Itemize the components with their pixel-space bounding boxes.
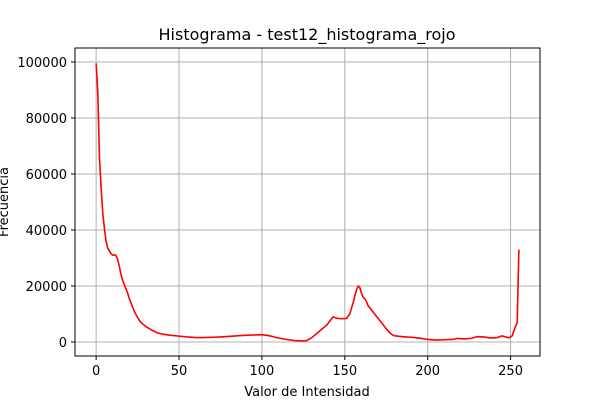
series-layer xyxy=(95,63,520,342)
x-tick-label: 0 xyxy=(92,364,100,379)
y-tick-label: 20000 xyxy=(26,280,67,295)
y-tick-label: 40000 xyxy=(26,224,67,239)
y-axis-ticks: 0 20000 40000 60000 80000 100000 xyxy=(17,56,75,351)
x-tick-label: 250 xyxy=(498,364,523,379)
chart-title: Histograma - test12_histograma_rojo xyxy=(159,25,456,45)
x-tick-label: 50 xyxy=(171,364,188,379)
x-tick-label: 150 xyxy=(332,364,357,379)
y-axis-label: Frecuencia xyxy=(0,167,12,237)
grid-lines xyxy=(75,48,540,356)
x-tick-label: 200 xyxy=(415,364,440,379)
x-axis-label: Valor de Intensidad xyxy=(244,385,370,400)
y-tick-label: 60000 xyxy=(26,168,67,183)
x-tick-label: 100 xyxy=(249,364,274,379)
y-tick-label: 80000 xyxy=(26,112,67,127)
plot-frame xyxy=(74,47,541,357)
y-tick-label: 0 xyxy=(59,336,67,351)
x-axis-ticks: 0 50 100 150 200 250 xyxy=(92,356,523,379)
histogram-line xyxy=(95,63,520,342)
y-tick-label: 100000 xyxy=(17,56,67,71)
